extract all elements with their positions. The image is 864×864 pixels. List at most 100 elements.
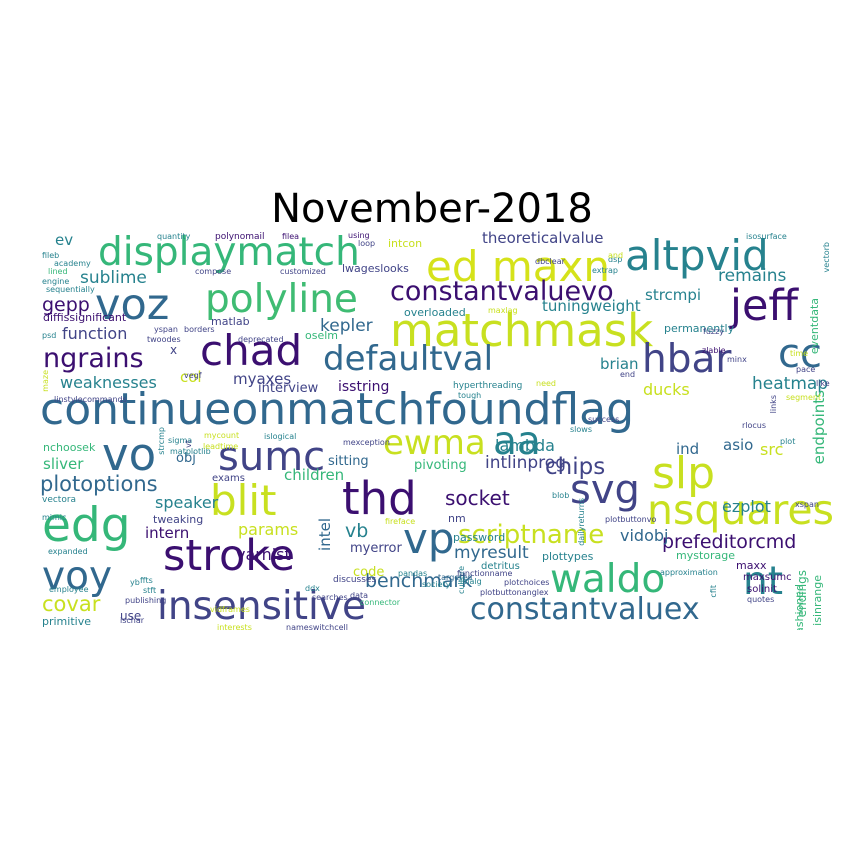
- cloud-word: zlable: [702, 346, 726, 355]
- cloud-word: ind: [676, 440, 700, 458]
- cloud-word: oselm: [305, 329, 338, 342]
- cloud-word: lambda: [495, 436, 555, 455]
- cloud-word: intcon: [388, 237, 423, 250]
- cloud-word: stft: [143, 586, 157, 595]
- cloud-word: children: [284, 466, 345, 484]
- cloud-word: discusses: [333, 575, 377, 585]
- cloud-word: lwageslooks: [342, 262, 409, 275]
- cloud-word: maze: [41, 370, 50, 392]
- cloud-word: strcmpi: [645, 286, 702, 304]
- cloud-word: thd: [342, 472, 417, 525]
- word-cloud: continueonmatchfoundflag matchmask displ…: [40, 230, 837, 631]
- cloud-word: fuzzy: [703, 327, 725, 336]
- cloud-word: primitive: [42, 615, 91, 628]
- cloud-word: sitting: [328, 454, 369, 469]
- cloud-word: chips: [545, 454, 606, 480]
- cloud-word: exams: [212, 473, 245, 484]
- cloud-word: plotbuttonanglex: [480, 588, 549, 597]
- cloud-word: pandas: [398, 569, 428, 578]
- cloud-word: function: [62, 324, 128, 343]
- cloud-word: intern: [145, 524, 190, 542]
- cloud-word: constantvaluex: [470, 592, 700, 627]
- cloud-word: fashioned: [793, 584, 806, 630]
- cloud-word: like: [816, 379, 830, 388]
- cloud-word: ffts: [140, 576, 153, 585]
- cloud-word: displaymatch: [98, 230, 360, 275]
- cloud-word: approximation: [660, 568, 718, 577]
- cloud-word: polyline: [205, 277, 358, 322]
- cloud-word: deprecated: [238, 335, 284, 344]
- cloud-word: targeted: [438, 573, 473, 582]
- cloud-word: searches: [312, 593, 348, 602]
- cloud-word: functionname: [457, 569, 513, 578]
- cloud-word: permanently: [664, 322, 735, 335]
- cloud-word: customized: [280, 267, 326, 276]
- cloud-word: ev: [55, 231, 74, 249]
- cloud-word: ducks: [643, 380, 690, 399]
- cloud-word: polynomail: [215, 232, 265, 242]
- cloud-word: isstring: [338, 379, 390, 395]
- cloud-word: blob: [552, 491, 570, 500]
- cloud-word: maxx: [736, 559, 767, 572]
- cloud-word: rlocus: [742, 421, 767, 430]
- cloud-word: voz: [95, 280, 170, 330]
- cloud-word: maxsumc: [743, 572, 792, 583]
- cloud-word: voy: [42, 554, 113, 599]
- cloud-word: nt: [743, 559, 784, 604]
- cloud-word: plot: [780, 437, 796, 446]
- cloud-word: intlinprog: [485, 453, 566, 473]
- cloud-word: speaker: [155, 493, 219, 512]
- cloud-word: varhist: [236, 545, 291, 564]
- cloud-word: minx: [727, 355, 747, 364]
- cloud-word: edg: [42, 498, 131, 553]
- cloud-word: remains: [718, 266, 787, 286]
- cloud-word: heatmap: [752, 374, 829, 394]
- cloud-word: vectorb: [822, 242, 831, 273]
- cloud-word: intel: [316, 518, 334, 551]
- cloud-word: eventdata: [808, 298, 821, 355]
- cloud-word: matchmask: [390, 304, 654, 357]
- cloud-word: leadtime: [203, 442, 239, 451]
- cloud-word: loop: [358, 239, 376, 248]
- cloud-word: mexception: [343, 438, 390, 447]
- cloud-word: plottypes: [542, 550, 594, 563]
- cloud-word: engine: [42, 277, 70, 286]
- cloud-word: end: [620, 370, 636, 379]
- cloud-word: quotes: [747, 595, 775, 604]
- cloud-word: socket: [445, 486, 510, 510]
- cloud-word: linalg: [460, 577, 482, 586]
- cloud-word: sigma: [168, 436, 193, 445]
- cloud-word: aa: [493, 419, 541, 464]
- cloud-word: plotbuttonvo: [605, 515, 657, 524]
- cloud-word: code: [353, 565, 385, 580]
- cloud-word: pivoting: [414, 458, 467, 473]
- cloud-word: twoodes: [147, 335, 181, 344]
- cloud-word: nsquares: [647, 486, 835, 534]
- cloud-word: insensitive: [157, 584, 366, 629]
- cloud-word: nchoosek: [43, 441, 96, 454]
- cloud-word: slp: [652, 448, 716, 499]
- cloud-word: plotoptions: [40, 472, 158, 496]
- cloud-word: scriptname: [458, 520, 605, 550]
- cloud-word: cfit: [709, 585, 718, 598]
- cloud-word: fireface: [385, 517, 416, 526]
- cloud-word: links: [769, 395, 778, 414]
- cloud-word: using: [348, 231, 370, 240]
- cloud-word: covar: [42, 592, 101, 616]
- cloud-word: vb: [345, 520, 369, 542]
- cloud-word: connector: [360, 598, 401, 607]
- cloud-word: xspan: [795, 500, 819, 509]
- cloud-word: time: [790, 349, 809, 358]
- cloud-word: vo: [102, 428, 157, 481]
- cloud-word: quantity: [157, 232, 191, 241]
- cloud-word: vegf: [184, 371, 202, 380]
- cloud-word: use: [120, 609, 142, 623]
- cloud-word: pace: [796, 365, 816, 374]
- cloud-word: fileb: [42, 251, 60, 260]
- cloud-word: solinit: [747, 584, 777, 595]
- cloud-word: dailyreturns: [577, 498, 586, 546]
- cloud-word: detritus: [481, 561, 520, 572]
- cloud-word: interests: [217, 623, 252, 631]
- cloud-word: ischar: [120, 616, 145, 625]
- cloud-word: altpvid: [625, 231, 769, 280]
